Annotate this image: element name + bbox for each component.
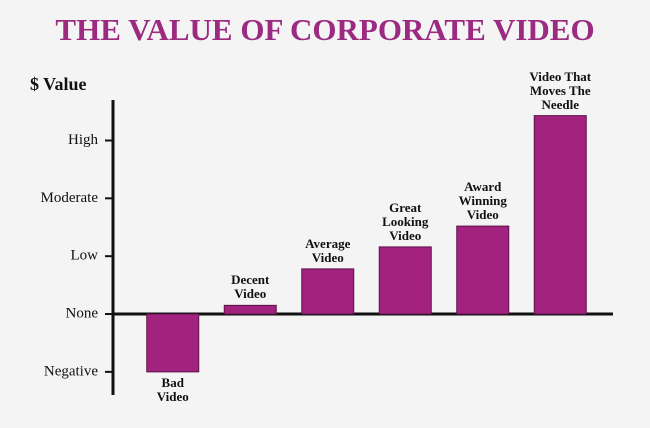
y-tick-label: None: [66, 305, 99, 321]
y-axis-label: $ Value: [30, 74, 87, 94]
bar: [456, 225, 510, 315]
bar: [146, 313, 200, 373]
bar: [378, 246, 432, 315]
category-label: Award Winning Video: [458, 179, 507, 223]
category-label: Decent Video: [231, 272, 270, 302]
y-tick-label: Moderate: [41, 190, 99, 206]
category-label: Bad Video: [156, 374, 189, 404]
bar: [223, 304, 277, 315]
y-tick-label: Low: [71, 248, 99, 264]
category-label: Average Video: [305, 235, 351, 265]
category-label: Great Looking Video: [382, 199, 429, 243]
chart-title: THE VALUE OF CORPORATE VIDEO: [55, 12, 594, 47]
bar: [533, 115, 587, 315]
y-tick-label: Negative: [44, 363, 98, 379]
bar: [301, 268, 355, 315]
y-tick-label: High: [68, 132, 99, 148]
category-label: Video That Moves The Needle: [529, 68, 592, 112]
